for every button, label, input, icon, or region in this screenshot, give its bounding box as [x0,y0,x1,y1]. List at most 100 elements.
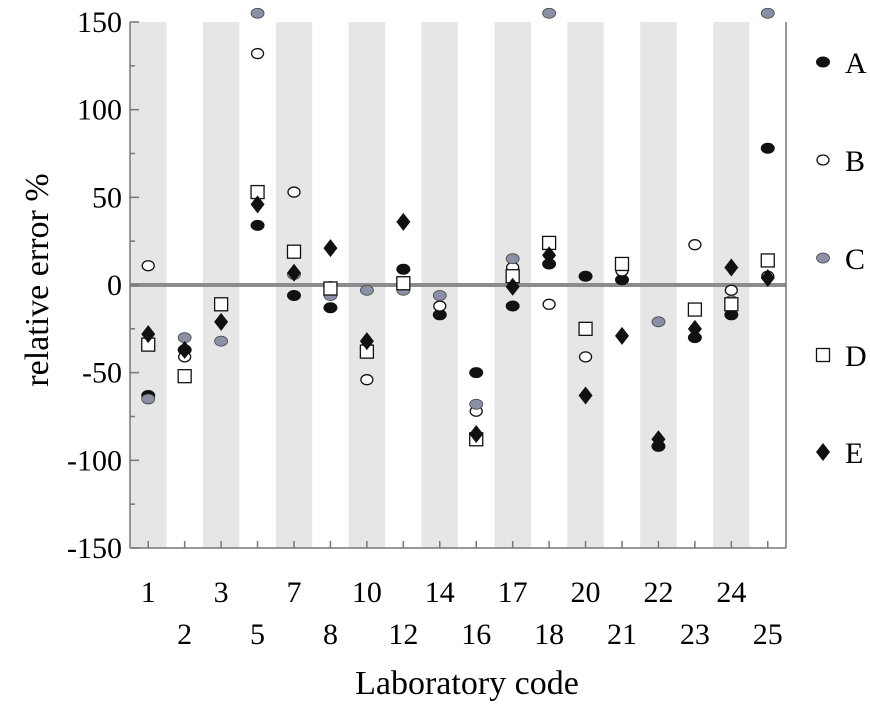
data-point-e [542,246,557,265]
data-point-c [432,290,447,301]
axes: 150100500-50-100-15012357810121416171820… [67,6,787,651]
data-point-b [287,186,301,198]
data-point-b [360,374,374,386]
data-point-b [141,260,155,272]
data-point-a [323,302,338,314]
data-point-e [760,268,775,287]
data-point-d [760,253,775,268]
legend-marker-c [816,252,830,264]
x-tick-label: 21 [607,618,637,651]
x-tick-label: 12 [388,618,418,651]
x-tick-label: 2 [177,618,192,651]
data-point-c [214,335,229,347]
data-points [141,7,775,452]
x-tick-label: 25 [753,618,783,651]
legend-label-c: C [845,243,865,276]
y-tick-label: 100 [77,94,122,127]
data-point-c [760,7,775,19]
y-tick-label: 50 [92,181,122,214]
x-tick-label: 5 [250,618,265,651]
data-point-b [724,284,738,296]
data-point-b [542,298,556,310]
data-point-d [323,281,338,296]
data-point-c [141,393,156,405]
data-point-e [287,263,301,282]
data-point-a [615,274,629,286]
data-point-a [505,300,520,312]
legend-marker-b [816,154,830,166]
data-point-d [213,297,229,312]
data-point-e [724,258,739,277]
y-tick-label: 0 [107,269,122,302]
data-point-e [359,332,374,351]
data-point-e [578,386,593,405]
legend-marker-a [816,56,830,68]
x-tick-label: 17 [498,576,528,609]
data-point-c [250,7,265,19]
data-point-e [141,325,156,344]
legend-item-e: E [816,437,863,470]
legend-marker-e [816,443,830,461]
data-point-e [177,340,192,359]
data-point-a [396,263,411,275]
data-point-c [359,284,374,296]
x-tick-label: 23 [680,618,710,651]
data-point-a [760,142,775,154]
legend-item-b: B [816,145,865,178]
y-tick-label: -100 [67,444,122,477]
data-point-e [469,425,484,444]
x-tick-label: 18 [534,618,564,651]
x-tick-label: 14 [425,576,455,609]
data-point-e [505,277,520,296]
legend-marker-d [815,347,831,363]
x-axis-title: Laboratory code [355,665,579,702]
x-tick-label: 24 [716,576,746,609]
data-point-e [323,239,338,258]
x-tick-label: 20 [571,576,601,609]
data-point-b [250,47,265,60]
data-point-a [432,309,447,321]
data-point-e [250,195,265,214]
legend-item-d: D [815,340,867,373]
x-tick-label: 7 [287,576,302,609]
data-point-e [214,312,229,331]
data-point-d [578,321,593,336]
data-point-a [250,219,265,231]
data-point-a [469,367,484,379]
legend-item-a: A [816,47,867,80]
y-tick-label: -150 [67,532,122,565]
data-point-c [469,398,484,410]
data-point-a [578,270,593,282]
data-point-c [505,253,520,265]
legend-label-e: E [845,437,863,470]
data-point-d [177,369,192,384]
data-point-b [433,300,447,312]
legend-label-d: D [845,340,867,373]
x-tick-label: 3 [214,576,229,609]
x-tick-label: 10 [352,576,382,609]
legend-item-c: C [816,243,865,276]
data-point-b [688,239,702,251]
y-axis-title: relative error % [19,173,56,386]
x-tick-label: 8 [323,618,338,651]
data-point-d [614,256,630,272]
data-point-e [396,212,411,231]
data-point-d [286,244,302,259]
data-point-e [651,430,666,449]
y-tick-label: -50 [82,357,122,390]
data-point-a [287,290,301,302]
data-point-a [724,309,739,321]
y-tick-label: 150 [77,6,122,39]
x-tick-label: 16 [461,618,491,651]
legend: A B C D E [815,47,867,470]
x-tick-label: 1 [141,576,156,609]
data-point-e [687,319,702,338]
data-point-d [724,297,739,312]
data-point-d [687,302,703,317]
data-point-c [542,7,557,19]
data-point-e [615,326,629,345]
legend-label-a: A [845,47,867,80]
x-tick-label: 22 [643,576,673,609]
